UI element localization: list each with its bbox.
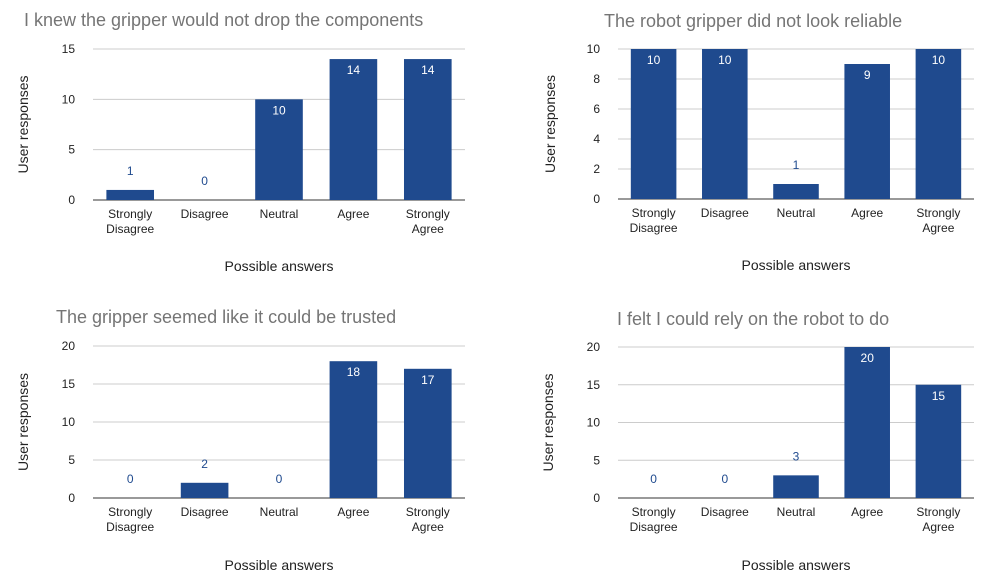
y-tick-label: 20 [62, 339, 76, 353]
x-tick-label: Disagree [106, 222, 154, 236]
x-tick-label: Agree [412, 520, 444, 534]
data-label: 0 [276, 472, 283, 486]
y-tick-label: 0 [593, 192, 600, 206]
data-label: 15 [932, 389, 946, 403]
data-label: 10 [718, 53, 732, 67]
chart-title: I felt I could rely on the robot to do [617, 309, 889, 329]
bar [329, 361, 378, 498]
data-label: 0 [127, 472, 134, 486]
y-tick-label: 2 [593, 162, 600, 176]
bar [773, 475, 819, 498]
data-label: 2 [201, 457, 208, 471]
y-tick-label: 5 [593, 453, 600, 467]
data-label: 17 [421, 373, 435, 387]
x-tick-label: Strongly [632, 505, 676, 519]
y-tick-label: 8 [593, 72, 600, 86]
x-tick-label: Disagree [181, 207, 229, 221]
x-tick-label: Disagree [106, 520, 154, 534]
data-label: 20 [861, 351, 875, 365]
data-label: 0 [721, 472, 728, 486]
x-tick-label: Agree [922, 221, 954, 235]
data-label: 0 [201, 174, 208, 188]
y-tick-label: 6 [593, 102, 600, 116]
y-axis-label: User responses [15, 373, 31, 471]
data-label: 18 [347, 365, 361, 379]
x-tick-label: Strongly [108, 505, 152, 519]
data-label: 1 [793, 158, 800, 172]
chart-title: The robot gripper did not look reliable [604, 11, 902, 31]
x-tick-label: Agree [851, 505, 883, 519]
chart-title: I knew the gripper would not drop the co… [24, 10, 423, 30]
x-tick-label: Strongly [632, 206, 676, 220]
data-label: 3 [793, 449, 800, 463]
x-tick-label: Agree [851, 206, 883, 220]
x-tick-label: Disagree [701, 206, 749, 220]
y-tick-label: 10 [587, 416, 601, 430]
bar [702, 49, 748, 199]
y-tick-label: 0 [68, 193, 75, 207]
bar [915, 384, 962, 498]
y-tick-label: 15 [62, 42, 76, 56]
bar [403, 368, 452, 498]
x-tick-label: Neutral [777, 505, 816, 519]
x-tick-label: Agree [337, 505, 369, 519]
y-tick-label: 0 [68, 491, 75, 505]
x-tick-label: Disagree [630, 221, 678, 235]
chart-title: The gripper seemed like it could be trus… [56, 307, 396, 327]
y-tick-label: 10 [587, 42, 601, 56]
y-axis-label: User responses [542, 75, 558, 173]
y-tick-label: 5 [68, 453, 75, 467]
x-tick-label: Agree [337, 207, 369, 221]
data-label: 10 [932, 53, 946, 67]
y-tick-label: 4 [593, 132, 600, 146]
data-label: 14 [421, 63, 435, 77]
y-tick-label: 20 [587, 340, 601, 354]
bar [915, 49, 962, 199]
x-tick-label: Disagree [181, 505, 229, 519]
y-axis-label: User responses [540, 373, 556, 471]
data-label: 10 [647, 53, 661, 67]
x-tick-label: Disagree [701, 505, 749, 519]
bar [106, 189, 155, 200]
bar [180, 482, 229, 498]
y-tick-label: 5 [68, 143, 75, 157]
y-tick-label: 15 [62, 377, 76, 391]
x-axis-label: Possible answers [742, 557, 851, 573]
x-tick-label: Strongly [108, 207, 152, 221]
bar [329, 59, 378, 200]
x-tick-label: Neutral [260, 505, 299, 519]
x-tick-label: Neutral [777, 206, 816, 220]
x-tick-label: Agree [412, 222, 444, 236]
y-tick-label: 10 [62, 92, 76, 106]
data-label: 14 [347, 63, 361, 77]
bar [773, 184, 819, 199]
x-tick-label: Agree [922, 520, 954, 534]
y-tick-label: 15 [587, 378, 601, 392]
bar [844, 64, 890, 199]
x-tick-label: Neutral [260, 207, 299, 221]
x-tick-label: Strongly [406, 207, 450, 221]
x-tick-label: Strongly [916, 505, 960, 519]
bar [255, 99, 303, 200]
bar [844, 347, 890, 498]
bar [630, 49, 677, 199]
bar [403, 59, 452, 200]
y-tick-label: 10 [62, 415, 76, 429]
x-axis-label: Possible answers [742, 257, 851, 273]
x-tick-label: Strongly [406, 505, 450, 519]
data-label: 1 [127, 164, 134, 178]
x-axis-label: Possible answers [225, 258, 334, 274]
y-axis-label: User responses [15, 75, 31, 173]
data-label: 0 [650, 472, 657, 486]
data-label: 9 [864, 68, 871, 82]
x-axis-label: Possible answers [225, 557, 334, 573]
x-tick-label: Strongly [916, 206, 960, 220]
x-tick-label: Disagree [630, 520, 678, 534]
y-tick-label: 0 [593, 491, 600, 505]
data-label: 10 [272, 103, 286, 117]
